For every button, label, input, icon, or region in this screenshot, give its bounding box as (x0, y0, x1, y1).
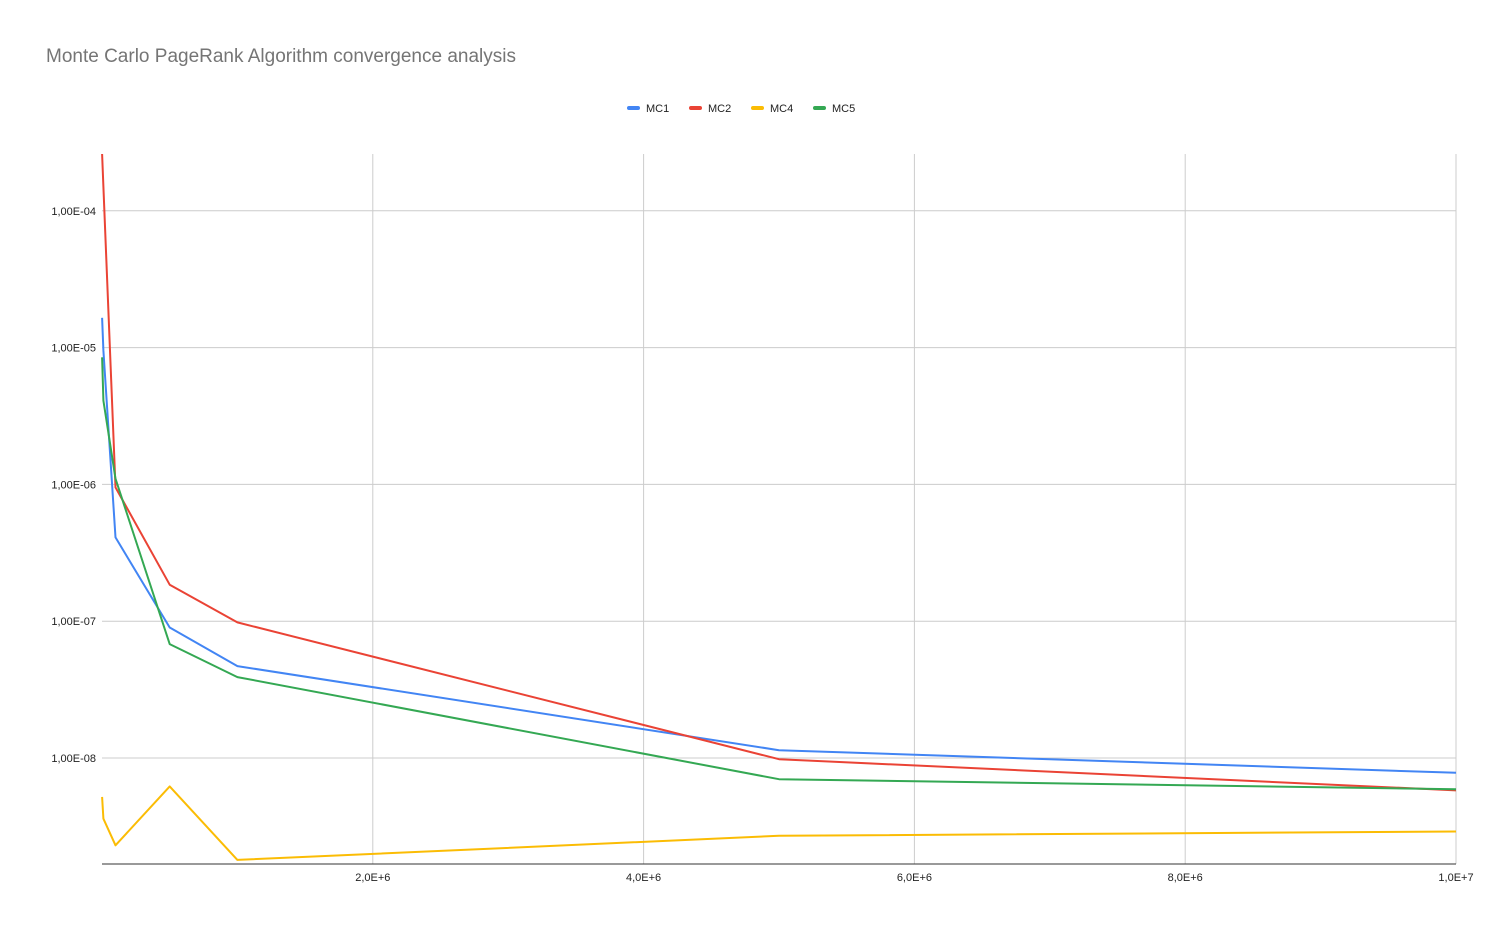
legend-swatch (689, 106, 702, 110)
series-line-mc1 (101, 317, 1457, 774)
legend-item-mc1[interactable]: MC1 (627, 103, 669, 115)
legend-swatch (751, 106, 764, 110)
x-tick-label: 4,0E+6 (626, 872, 661, 884)
y-tick-label: 1,00E-06 (51, 479, 96, 491)
legend-item-mc2[interactable]: MC2 (689, 103, 731, 115)
y-tick-label: 1,00E-07 (51, 616, 96, 628)
legend-label: MC5 (832, 103, 855, 115)
legend-label: MC2 (708, 103, 731, 115)
series-line-mc5 (101, 357, 1457, 791)
chart-title: Monte Carlo PageRank Algorithm convergen… (46, 46, 516, 67)
legend[interactable]: MC1 MC2 MC4 MC5 (627, 103, 855, 115)
x-tick-label: 1,0E+7 (1438, 872, 1473, 884)
series-line-mc4 (101, 785, 1457, 861)
legend-item-mc4[interactable]: MC4 (751, 103, 793, 115)
legend-swatch (813, 106, 826, 110)
grid-lines (102, 154, 1457, 865)
series-lines (101, 153, 1457, 861)
x-tick-label: 6,0E+6 (897, 872, 932, 884)
x-tick-label: 2,0E+6 (355, 872, 390, 884)
legend-label: MC1 (646, 103, 669, 115)
y-tick-label: 1,00E-08 (51, 753, 96, 765)
legend-item-mc5[interactable]: MC5 (813, 103, 855, 115)
legend-swatch (627, 106, 640, 110)
axis-tick-labels: 1,00E-08 1,00E-07 1,00E-06 1,00E-05 1,00E-04… (51, 206, 1473, 884)
y-tick-label: 1,00E-05 (51, 343, 96, 355)
y-tick-label: 1,00E-04 (51, 206, 96, 218)
x-tick-label: 8,0E+6 (1168, 872, 1203, 884)
series-line-mc2 (101, 153, 1457, 792)
legend-label: MC4 (770, 103, 793, 115)
